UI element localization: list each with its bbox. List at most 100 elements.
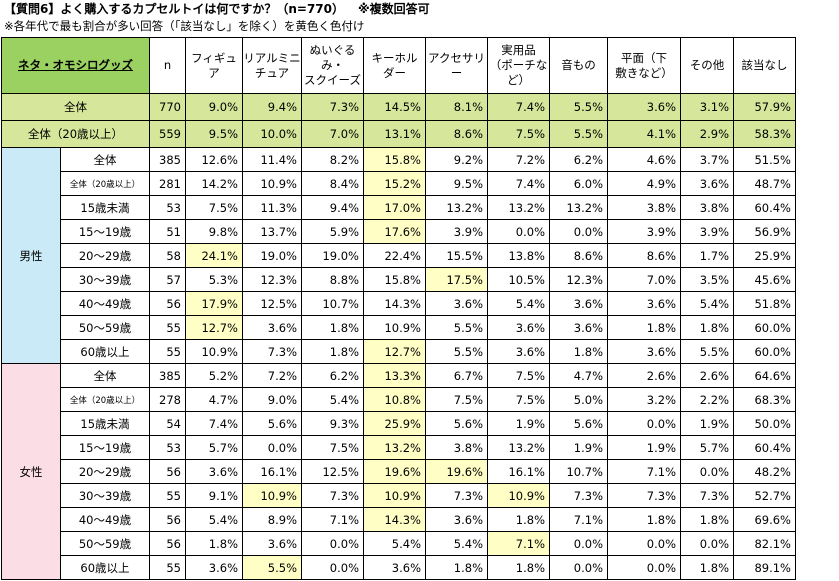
value-cell: 1.8% bbox=[680, 315, 734, 340]
value-cell: 15.5% bbox=[425, 243, 488, 268]
table-row: 全体（20歳以上） 281 14.2% 10.9% 8.4% 15.2% 9.5% 7.4% 6… bbox=[2, 171, 796, 196]
n-cell: 56 bbox=[149, 531, 186, 556]
row-label: 30〜39歳 bbox=[60, 483, 150, 508]
value-cell: 0.0% bbox=[549, 219, 608, 244]
value-cell: 12.5% bbox=[242, 291, 302, 316]
value-cell: 60.0% bbox=[733, 339, 796, 364]
value-cell: 1.8% bbox=[301, 315, 364, 340]
value-cell: 9.2% bbox=[425, 147, 488, 172]
value-cell: 7.1% bbox=[301, 507, 364, 532]
page-title: 【質問6】よく購入するカプセルトイは何ですか？（n=770） ※複数回答可 bbox=[4, 1, 430, 18]
column-header: アクセサリー bbox=[425, 37, 488, 94]
value-cell: 0.0% bbox=[549, 531, 608, 556]
value-cell: 7.1% bbox=[607, 459, 681, 484]
value-cell: 57.9% bbox=[733, 93, 796, 121]
value-cell: 60.0% bbox=[733, 315, 796, 340]
value-cell: 7.4% bbox=[487, 93, 550, 121]
column-header: フィギュア bbox=[185, 37, 243, 94]
n-cell: 770 bbox=[149, 93, 186, 121]
n-cell: 281 bbox=[149, 171, 186, 196]
value-cell: 5.7% bbox=[185, 435, 243, 460]
value-cell: 7.5% bbox=[185, 195, 243, 220]
row-label: 50〜59歳 bbox=[60, 531, 150, 556]
value-cell: 10.5% bbox=[487, 267, 550, 292]
table-row: 15歳未満 53 7.5% 11.3% 9.4% 17.0% 13.2% 13.2% 13.2%… bbox=[2, 195, 796, 220]
value-cell: 1.8% bbox=[301, 339, 364, 364]
value-cell: 4.6% bbox=[607, 147, 681, 172]
value-cell: 10.9% bbox=[242, 171, 302, 196]
value-cell: 2.6% bbox=[680, 363, 734, 388]
value-cell: 0.0% bbox=[607, 531, 681, 556]
value-cell: 14.3% bbox=[363, 291, 426, 316]
value-cell: 22.4% bbox=[363, 243, 426, 268]
value-cell: 9.5% bbox=[185, 120, 243, 148]
value-cell: 13.8% bbox=[487, 243, 550, 268]
highlighted-value-cell: 13.3% bbox=[363, 363, 426, 388]
value-cell: 5.5% bbox=[680, 339, 734, 364]
n-cell: 57 bbox=[149, 267, 186, 292]
value-cell: 48.2% bbox=[733, 459, 796, 484]
row-label: 全体（20歳以上） bbox=[60, 171, 150, 196]
value-cell: 5.4% bbox=[363, 531, 426, 556]
value-cell: 7.5% bbox=[487, 387, 550, 412]
n-cell: 385 bbox=[149, 147, 186, 172]
highlighted-value-cell: 7.1% bbox=[487, 531, 550, 556]
value-cell: 5.9% bbox=[301, 219, 364, 244]
value-cell: 11.4% bbox=[242, 147, 302, 172]
value-cell: 8.6% bbox=[549, 243, 608, 268]
highlighted-value-cell: 10.9% bbox=[242, 483, 302, 508]
n-cell: 54 bbox=[149, 411, 186, 436]
value-cell: 3.5% bbox=[680, 267, 734, 292]
value-cell: 1.8% bbox=[185, 531, 243, 556]
highlighted-value-cell: 24.1% bbox=[185, 243, 243, 268]
value-cell: 0.0% bbox=[487, 219, 550, 244]
table-row: 15〜19歳 51 9.8% 13.7% 5.9% 17.6% 3.9% 0.0% 0.0% 3.… bbox=[2, 219, 796, 244]
value-cell: 2.6% bbox=[607, 363, 681, 388]
value-cell: 3.8% bbox=[425, 435, 488, 460]
value-cell: 82.1% bbox=[733, 531, 796, 556]
value-cell: 1.8% bbox=[487, 555, 550, 580]
highlighted-value-cell: 15.8% bbox=[363, 147, 426, 172]
row-label: 全体 bbox=[1, 93, 150, 121]
value-cell: 5.6% bbox=[242, 411, 302, 436]
value-cell: 11.3% bbox=[242, 195, 302, 220]
table-row: 60歳以上 55 10.9% 7.3% 1.8% 12.7% 5.5% 3.6% 1.8% 3.6… bbox=[2, 339, 796, 364]
value-cell: 13.2% bbox=[487, 435, 550, 460]
value-cell: 7.5% bbox=[301, 435, 364, 460]
group-label: 男性 bbox=[1, 147, 61, 364]
value-cell: 16.1% bbox=[242, 459, 302, 484]
column-header-line: 実用品 bbox=[501, 43, 536, 57]
value-cell: 3.6% bbox=[607, 291, 681, 316]
value-cell: 1.9% bbox=[487, 411, 550, 436]
column-header-line: その他 bbox=[689, 58, 725, 72]
column-header-line: チュア bbox=[254, 65, 290, 80]
value-cell: 3.6% bbox=[680, 171, 734, 196]
value-cell: 2.9% bbox=[680, 120, 734, 148]
value-cell: 6.7% bbox=[425, 363, 488, 388]
value-cell: 1.8% bbox=[680, 555, 734, 580]
highlighted-value-cell: 19.6% bbox=[425, 459, 488, 484]
value-cell: 89.1% bbox=[733, 555, 796, 580]
value-cell: 13.2% bbox=[487, 195, 550, 220]
title-text: 【質問6】よく購入するカプセルトイは何ですか？（n=770） bbox=[4, 2, 344, 16]
value-cell: 7.2% bbox=[242, 363, 302, 388]
value-cell: 13.2% bbox=[549, 195, 608, 220]
highlighted-value-cell: 19.6% bbox=[363, 459, 426, 484]
value-cell: 3.6% bbox=[549, 291, 608, 316]
value-cell: 5.5% bbox=[425, 315, 488, 340]
value-cell: 45.6% bbox=[733, 267, 796, 292]
value-cell: 9.4% bbox=[301, 195, 364, 220]
value-cell: 1.8% bbox=[487, 507, 550, 532]
table-row: 60歳以上 55 3.6% 5.5% 0.0% 3.6% 1.8% 1.8% 0.0% 0.0% 1… bbox=[2, 555, 796, 580]
value-cell: 9.3% bbox=[301, 411, 364, 436]
n-cell: 55 bbox=[149, 483, 186, 508]
value-cell: 3.6% bbox=[487, 315, 550, 340]
n-cell: 56 bbox=[149, 459, 186, 484]
value-cell: 60.4% bbox=[733, 435, 796, 460]
value-cell: 3.6% bbox=[607, 93, 681, 121]
value-cell: 5.3% bbox=[185, 267, 243, 292]
value-cell: 9.5% bbox=[425, 171, 488, 196]
n-cell: 559 bbox=[149, 120, 186, 148]
value-cell: 7.1% bbox=[549, 507, 608, 532]
value-cell: 10.9% bbox=[363, 315, 426, 340]
